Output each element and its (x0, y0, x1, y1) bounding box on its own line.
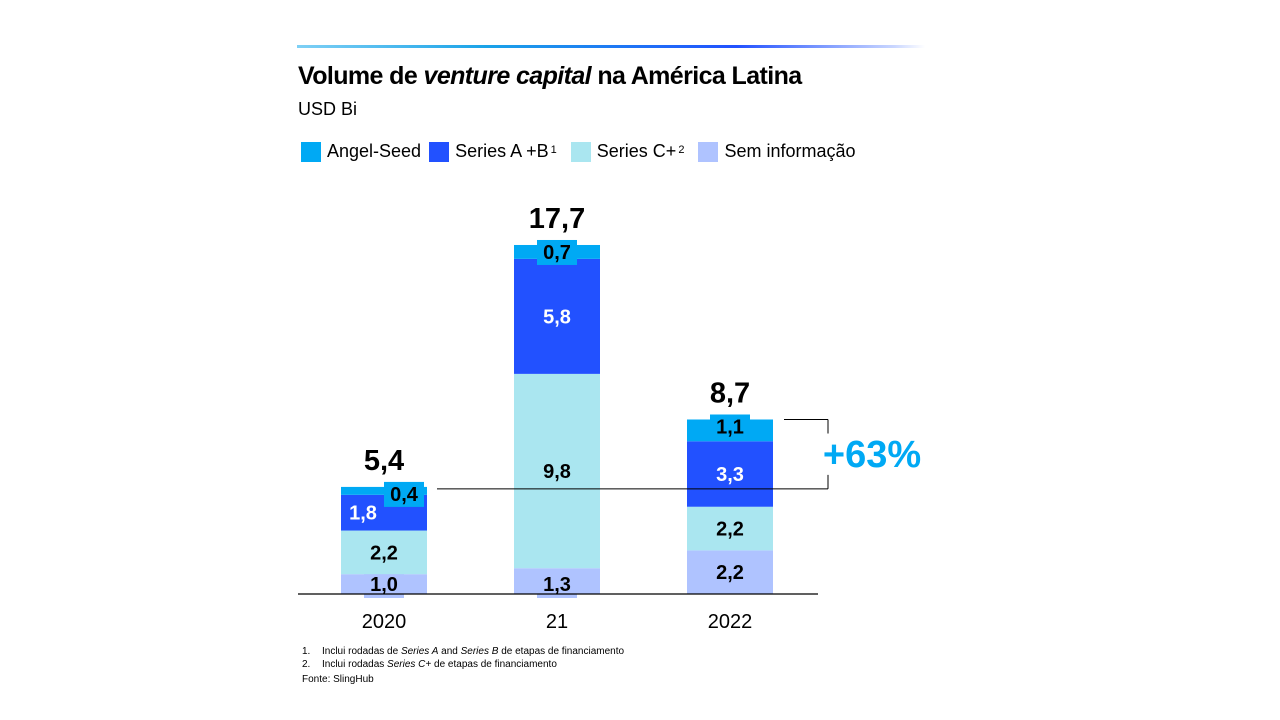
data-label-background (537, 239, 577, 265)
footnote-text: Inclui rodadas Series C+ de etapas de fi… (322, 658, 557, 671)
legend-swatch (429, 141, 450, 162)
footnote-text: Inclui rodadas de Series A and Series B … (322, 645, 624, 658)
legend-item-angel-seed: Angel-Seed (301, 141, 421, 162)
footnote-text-italic: Series A (400, 646, 439, 657)
legend-swatch (570, 141, 591, 162)
data-label: 9,8 (543, 461, 571, 483)
footnote-text-part: de etapas de financiamento (431, 659, 557, 670)
legend-swatch (301, 141, 321, 162)
title-part-1: Volume de (298, 62, 424, 90)
total-label: 8,7 (710, 377, 750, 409)
footnote-text-part: Inclui rodadas de (322, 646, 401, 657)
bar-segment-series-a-b (687, 441, 773, 507)
x-tick-label: 21 (546, 611, 568, 633)
total-label: 17,7 (529, 203, 585, 235)
legend: Angel-Seed Series A +B 1 Series C+ 2 Sem i… (301, 141, 864, 162)
footnote-text-part: Inclui rodadas (322, 659, 388, 670)
bar-segment-sem-informa-o (687, 550, 773, 594)
legend-label: Series C+ (596, 141, 677, 161)
footnote-number: 1. (302, 646, 311, 657)
footnote-text-italic: Series C+ (387, 659, 432, 670)
footnotes: 1. Inclui rodadas de Series A and Series… (302, 645, 624, 686)
footnote-text-part: and (438, 646, 461, 657)
data-label-background (384, 481, 424, 507)
chart-title: Volume de venture capital na América Lat… (298, 62, 802, 91)
legend-label: Sem informação (724, 141, 856, 161)
data-label: 2,2 (716, 562, 744, 584)
legend-label: Series A +B (455, 141, 549, 161)
source-note: Fonte: SlingHub (302, 674, 374, 685)
legend-footnote-ref: 2 (678, 143, 685, 156)
bar-segment-series-c- (341, 530, 427, 575)
data-label: 1,3 (543, 574, 571, 596)
footnote-2: 2. Inclui rodadas Series C+ de etapas de… (302, 658, 624, 671)
x-tick-label: 2020 (362, 611, 407, 633)
bar-segment-series-c- (687, 506, 773, 551)
data-label: 1,8 (349, 503, 377, 525)
title-part-3: na América Latina (590, 62, 802, 90)
x-tick-label: 2022 (708, 611, 753, 633)
data-label: 1,1 (716, 416, 744, 438)
legend-item-series-c: Series C+ 2 (570, 141, 685, 162)
footnote-number: 2. (302, 659, 311, 670)
data-label: 2,2 (716, 519, 744, 541)
footnote-1: 1. Inclui rodadas de Series A and Series… (302, 645, 624, 658)
bar-segment-series-a-b (514, 258, 600, 374)
title-part-italic: venture capital (423, 62, 592, 90)
data-label: 3,3 (716, 464, 744, 486)
growth-annotation: +63% (823, 434, 921, 476)
legend-footnote-ref: 1 (550, 143, 557, 156)
legend-label: Angel-Seed (327, 141, 422, 161)
data-label: 2,2 (370, 542, 398, 564)
data-label: 0,4 (390, 484, 419, 506)
header-accent-line (297, 45, 925, 48)
legend-item-series-ab: Series A +B 1 (429, 141, 557, 162)
footnote-text-italic: Series B (460, 646, 499, 657)
legend-swatch (698, 141, 719, 162)
data-label: 1,0 (370, 574, 398, 596)
data-label: 5,8 (543, 306, 571, 328)
footnote-text-part: de etapas de financiamento (498, 646, 625, 657)
total-label: 5,4 (364, 445, 404, 477)
data-label-background (710, 414, 750, 440)
chart-subtitle: USD Bi (298, 99, 358, 119)
legend-item-sem-informacao: Sem informação (698, 141, 856, 162)
bar-segment-series-c- (514, 373, 600, 569)
data-label: 0,7 (543, 242, 571, 264)
